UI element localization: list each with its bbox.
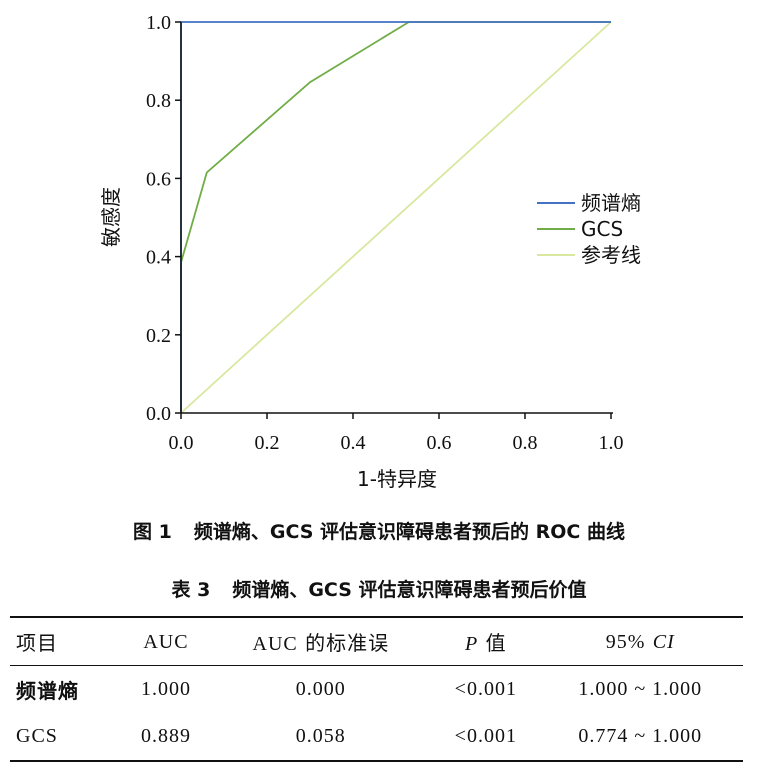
row-auc-se: 0.000 <box>295 678 346 700</box>
y-tick-label: 0.4 <box>146 247 171 269</box>
table-number: 表 3 <box>171 579 211 601</box>
y-tick-label: 0.8 <box>146 90 171 112</box>
header-auc-se: AUC 的标准误 <box>207 617 434 666</box>
y-axis-label: 敏感度 <box>99 187 123 247</box>
row-p-value: <0.001 <box>454 678 517 700</box>
x-tick-label: 1.0 <box>599 432 624 454</box>
table-row: 频谱熵 1.000 0.000 <0.001 1.000 ~ 1.000 <box>10 666 743 714</box>
header-ci-letters: CI <box>652 631 675 653</box>
table-header-row: 项目 AUC AUC 的标准误 P 值 95% CI <box>10 617 743 666</box>
y-tick-label: 0.0 <box>146 403 171 425</box>
figure-number: 图 1 <box>133 521 172 543</box>
header-auc-se-suffix: 的标准误 <box>305 631 390 655</box>
table-title: 表 3 频谱熵、GCS 评估意识障碍患者预后价值 <box>0 575 758 602</box>
row-item: 频谱熵 <box>16 679 79 703</box>
y-tick-label: 0.6 <box>146 168 171 190</box>
table-row: GCS 0.889 0.058 <0.001 0.774 ~ 1.000 <box>10 713 743 761</box>
figure-caption: 图 1 频谱熵、GCS 评估意识障碍患者预后的 ROC 曲线 <box>0 517 758 544</box>
x-axis-label: 1-特异度 <box>357 467 437 491</box>
header-p-suffix: 值 <box>485 631 507 655</box>
row-auc: 1.000 <box>140 678 191 700</box>
header-auc-text: AUC <box>143 631 189 653</box>
row-ci: 1.000 ~ 1.000 <box>578 678 703 700</box>
table-title-text: 频谱熵、GCS 评估意识障碍患者预后价值 <box>232 579 587 601</box>
header-auc: AUC <box>125 617 208 666</box>
header-ci: 95% CI <box>537 617 743 666</box>
figure-caption-text: 频谱熵、GCS 评估意识障碍患者预后的 ROC 曲线 <box>193 521 625 543</box>
legend-label: 频谱熵 <box>581 191 641 215</box>
series-layer <box>180 21 612 414</box>
x-tick-label: 0.4 <box>341 432 366 454</box>
y-tick-label: 0.2 <box>146 325 171 347</box>
header-p-value: P 值 <box>434 617 537 666</box>
y-tick-label: 1.0 <box>146 12 171 34</box>
legend-label: GCS <box>581 217 623 241</box>
roc-figure: 0.0 0.2 0.4 0.6 0.8 1.0 0.0 0.2 0.4 0.6 0.8 1.0 1-特… <box>99 12 641 491</box>
header-item: 项目 <box>16 631 58 655</box>
header-ci-prefix: 95% <box>605 631 646 653</box>
header-auc-se-prefix: AUC <box>252 633 298 655</box>
row-auc-se: 0.058 <box>295 725 346 747</box>
axes-layer <box>180 22 613 414</box>
x-tick-label: 0.6 <box>427 432 452 454</box>
legend-label: 参考线 <box>581 243 641 267</box>
header-p-letter: P <box>465 633 479 655</box>
row-item: GCS <box>16 725 58 747</box>
row-ci: 0.774 ~ 1.000 <box>578 725 703 747</box>
row-p-value: <0.001 <box>454 725 517 747</box>
row-auc: 0.889 <box>140 725 191 747</box>
ticks-layer: 0.0 0.2 0.4 0.6 0.8 1.0 0.0 0.2 0.4 0.6 0.8 1.0 <box>146 12 624 454</box>
x-tick-label: 0.0 <box>169 432 194 454</box>
x-tick-label: 0.2 <box>255 432 280 454</box>
x-tick-label: 0.8 <box>513 432 538 454</box>
results-table: 项目 AUC AUC 的标准误 P 值 95% CI 频谱熵 1.000 0.0… <box>10 616 743 762</box>
series-line-2 <box>180 21 612 414</box>
